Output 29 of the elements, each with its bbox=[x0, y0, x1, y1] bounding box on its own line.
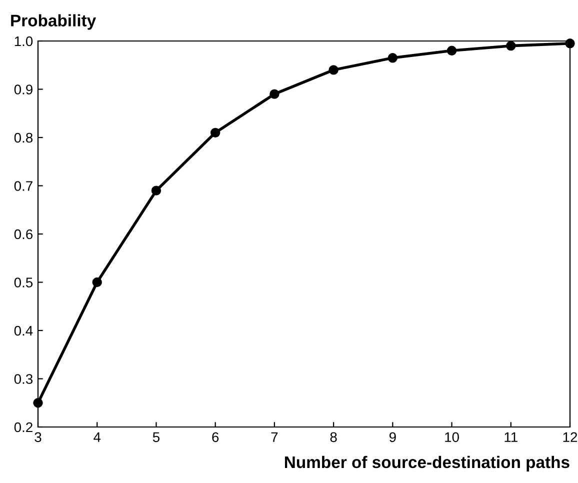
y-tick-label: 1.0 bbox=[14, 36, 33, 46]
y-tick-label: 0.4 bbox=[14, 326, 33, 336]
point bbox=[210, 128, 220, 138]
y-tick-label: 0.3 bbox=[14, 374, 33, 384]
x-tick-label: 9 bbox=[389, 432, 396, 442]
point bbox=[506, 40, 516, 51]
x-tick-label: 6 bbox=[212, 432, 219, 442]
x-tick-label: 3 bbox=[34, 432, 42, 442]
point bbox=[92, 277, 102, 288]
y-tick-label: 0.6 bbox=[14, 229, 33, 240]
x-axis-title: Number of source-destination paths bbox=[284, 456, 570, 472]
y-tick-label: 0.7 bbox=[14, 181, 32, 191]
x-tick-label: 10 bbox=[445, 432, 459, 442]
y-tick-label: 0.8 bbox=[14, 132, 33, 143]
x-tick-label: 11 bbox=[504, 432, 518, 442]
x-tick-label: 8 bbox=[330, 432, 337, 442]
y-tick-label: 0.2 bbox=[14, 422, 32, 432]
y-tick-label: 0.9 bbox=[14, 84, 32, 94]
point bbox=[270, 89, 280, 99]
point bbox=[388, 53, 398, 63]
x-tick-label: 12 bbox=[563, 432, 578, 442]
point bbox=[151, 186, 162, 196]
point bbox=[328, 65, 338, 75]
y-axis-title: Probability bbox=[11, 14, 96, 30]
y-tick-label: 0.5 bbox=[14, 278, 33, 288]
x-tick-label: 4 bbox=[94, 432, 101, 442]
point bbox=[446, 46, 457, 56]
x-tick-label: 5 bbox=[152, 432, 160, 442]
x-tick-label: 7 bbox=[271, 432, 278, 442]
